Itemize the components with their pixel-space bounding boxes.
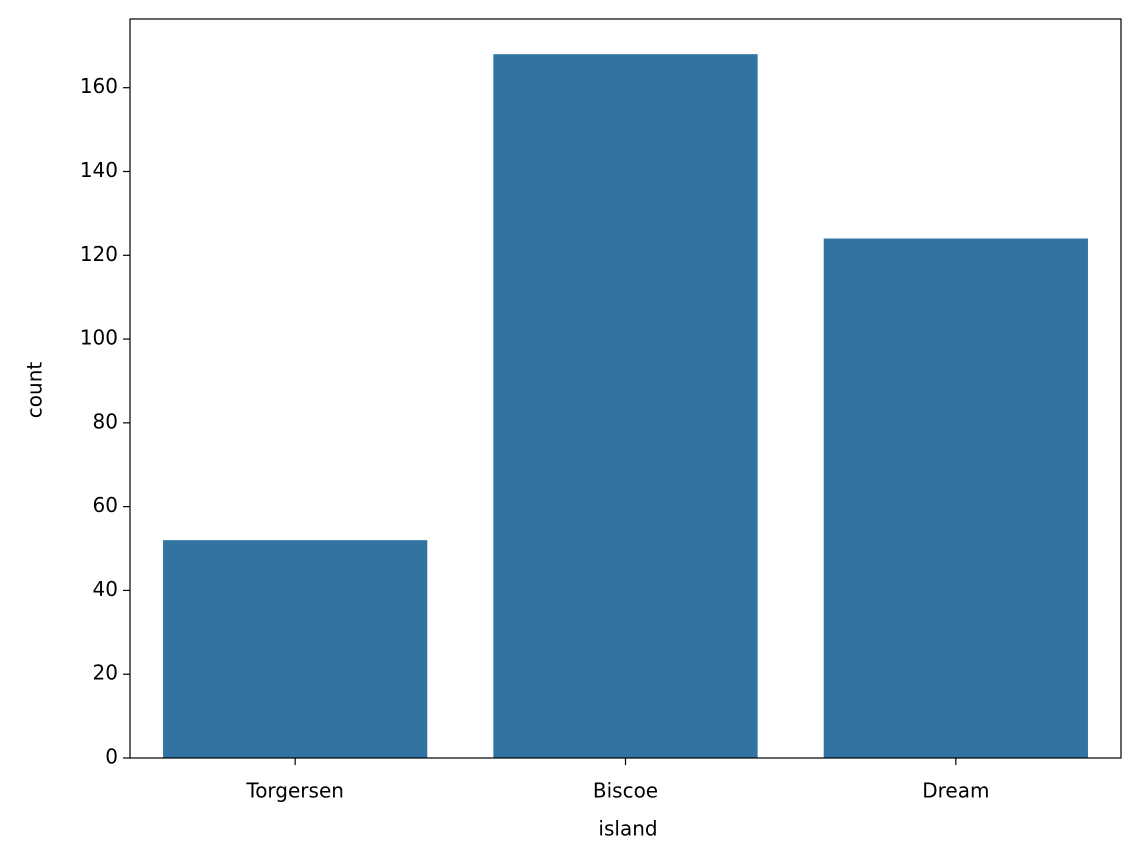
y-tick-label: 100 — [80, 326, 118, 350]
y-tick-label: 60 — [93, 493, 118, 517]
y-tick-label: 160 — [80, 74, 118, 98]
x-tick-label: Torgersen — [245, 779, 344, 803]
y-tick-label: 20 — [93, 661, 118, 685]
y-tick-label: 40 — [93, 577, 118, 601]
y-tick-label: 0 — [105, 745, 118, 769]
bar — [823, 238, 1088, 758]
x-axis-label: island — [598, 817, 657, 841]
y-tick-label: 80 — [93, 409, 118, 433]
y-tick-label: 140 — [80, 158, 118, 182]
y-tick-label: 120 — [80, 242, 118, 266]
x-tick-label: Dream — [922, 779, 989, 803]
x-tick-label: Biscoe — [593, 779, 658, 803]
y-axis-label: count — [23, 362, 47, 419]
bar — [163, 540, 428, 758]
bar — [493, 54, 758, 758]
plot-frame — [129, 18, 1122, 759]
